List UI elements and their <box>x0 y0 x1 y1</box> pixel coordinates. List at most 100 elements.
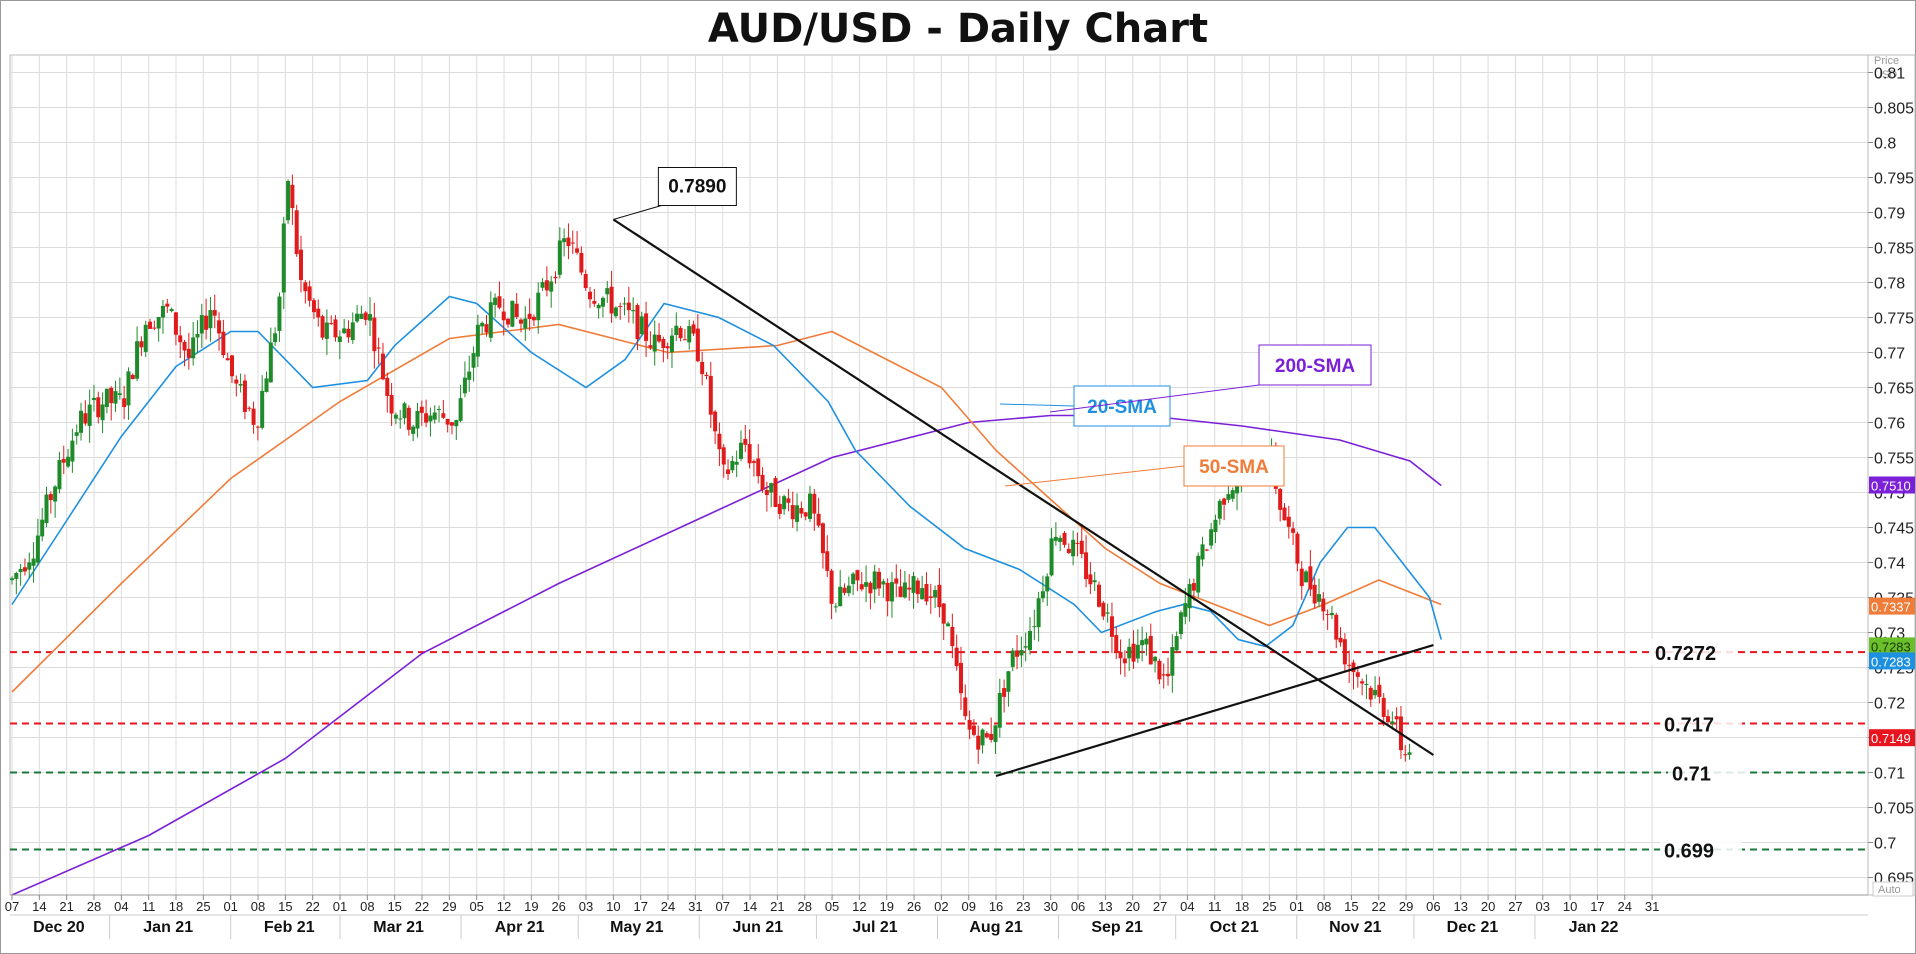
candle-body <box>1157 660 1162 680</box>
candle-body <box>87 404 92 426</box>
candle-body <box>96 397 101 418</box>
candle-body <box>376 347 381 349</box>
candle-body <box>1325 613 1330 615</box>
candle-body <box>212 310 217 316</box>
candle-body <box>626 302 631 311</box>
candle-body <box>178 335 183 343</box>
candle-body <box>691 324 696 334</box>
candle-body <box>967 719 972 730</box>
tick-label-x: 19 <box>524 899 538 914</box>
candle-body <box>1200 544 1205 560</box>
candle-body <box>152 327 157 329</box>
candle-body <box>1097 584 1102 607</box>
candle-body <box>31 558 36 566</box>
tick-label-x: 04 <box>1180 899 1194 914</box>
tick-label-x: 20 <box>1481 899 1495 914</box>
candle-body <box>976 735 981 750</box>
candle-body <box>1235 485 1240 494</box>
candle-body <box>825 551 830 571</box>
level-label: 0.717 <box>1664 715 1714 737</box>
candle-body <box>342 328 347 334</box>
tick-label-x: 28 <box>87 899 101 914</box>
candle-body <box>700 361 705 375</box>
candle-body <box>549 281 554 292</box>
candle-body <box>225 358 230 361</box>
level-label-bg <box>1651 639 1733 666</box>
candle-body <box>635 305 640 340</box>
tick-label-x: 12 <box>497 899 511 914</box>
candle-body <box>1092 580 1097 583</box>
candle-body <box>898 586 903 597</box>
level-label: 0.71 <box>1672 764 1711 786</box>
candle-body <box>1032 626 1037 628</box>
candle-body <box>480 322 485 327</box>
candle-body <box>1282 507 1287 521</box>
candle-body <box>462 377 467 394</box>
candle-body <box>419 406 424 413</box>
candle-body <box>66 456 71 467</box>
candle-body <box>1148 636 1153 665</box>
sma-tag-box <box>1073 385 1171 427</box>
candle-body <box>1373 689 1378 696</box>
tick-label-y: 0.79 <box>1874 206 1905 223</box>
tick-label-x: 27 <box>1508 899 1522 914</box>
tick-label-x: 23 <box>1016 899 1030 914</box>
candle-body <box>277 296 282 331</box>
time-axis-months: Dec 20 Jan 21 Feb 21 Mar 21 Apr 21 May 21 Jun … <box>33 915 1619 939</box>
candle-body <box>1058 537 1063 542</box>
candle-body <box>122 398 127 408</box>
candle-body <box>130 374 135 380</box>
tick-label-x: 14 <box>32 899 46 914</box>
candle-body <box>53 486 58 502</box>
candle-body <box>195 333 200 338</box>
price-badge-label: 0.7149 <box>1871 731 1911 746</box>
candle-body <box>1027 630 1032 650</box>
tick-label-x: 17 <box>633 899 647 914</box>
tick-label-x: 03 <box>1536 899 1550 914</box>
candle-body <box>1299 568 1304 587</box>
tick-label-x: 24 <box>1618 899 1632 914</box>
candle-body <box>920 588 925 600</box>
tick-label-x: 01 <box>223 899 237 914</box>
tick-label-x: 08 <box>1317 899 1331 914</box>
horizontal-levels: 0.7272 0.717 0.71 0.699 <box>10 639 1868 863</box>
candle-body <box>1101 602 1106 617</box>
tick-label-x: 26 <box>907 899 921 914</box>
tick-label-x: 31 <box>688 899 702 914</box>
candle-body <box>833 606 838 608</box>
candle-body <box>1135 644 1140 659</box>
candle-body <box>881 581 886 585</box>
tick-label-y: 0.705 <box>1874 801 1914 818</box>
candle-body <box>872 571 877 590</box>
candle-body <box>756 458 761 477</box>
candle-body <box>726 469 731 475</box>
candle-body <box>838 586 843 607</box>
candle-body <box>941 603 946 624</box>
candle-body <box>247 407 252 409</box>
candle-body <box>1049 538 1054 576</box>
level-label: 0.7272 <box>1655 643 1716 665</box>
sma-200-line <box>11 414 1442 896</box>
tick-label-x: 22 <box>415 899 429 914</box>
candle-body <box>678 327 683 339</box>
candle-body <box>398 418 403 420</box>
tick-label-x: 19 <box>879 899 893 914</box>
candle-body <box>769 483 774 493</box>
candle-body <box>1166 673 1171 677</box>
candle-body <box>820 523 825 554</box>
peak-callout-label: 0.7890 <box>668 177 726 198</box>
autoscale-label[interactable]: Auto <box>1878 884 1901 896</box>
candle-body <box>958 662 963 694</box>
price-badge-label: 0.7283 <box>1871 639 1911 654</box>
candle-body <box>928 596 933 598</box>
candle-body <box>1278 488 1283 510</box>
tick-label-x: 24 <box>661 899 675 914</box>
candle-body <box>1407 752 1412 755</box>
candle-body <box>1002 688 1007 697</box>
tick-label-x: 11 <box>142 899 156 914</box>
candle-body <box>1088 574 1093 585</box>
tick-label-x: 22 <box>305 899 319 914</box>
tick-label-y: 0.755 <box>1874 451 1914 468</box>
month-label: Dec 21 <box>1447 919 1499 936</box>
candle-body <box>631 310 636 312</box>
